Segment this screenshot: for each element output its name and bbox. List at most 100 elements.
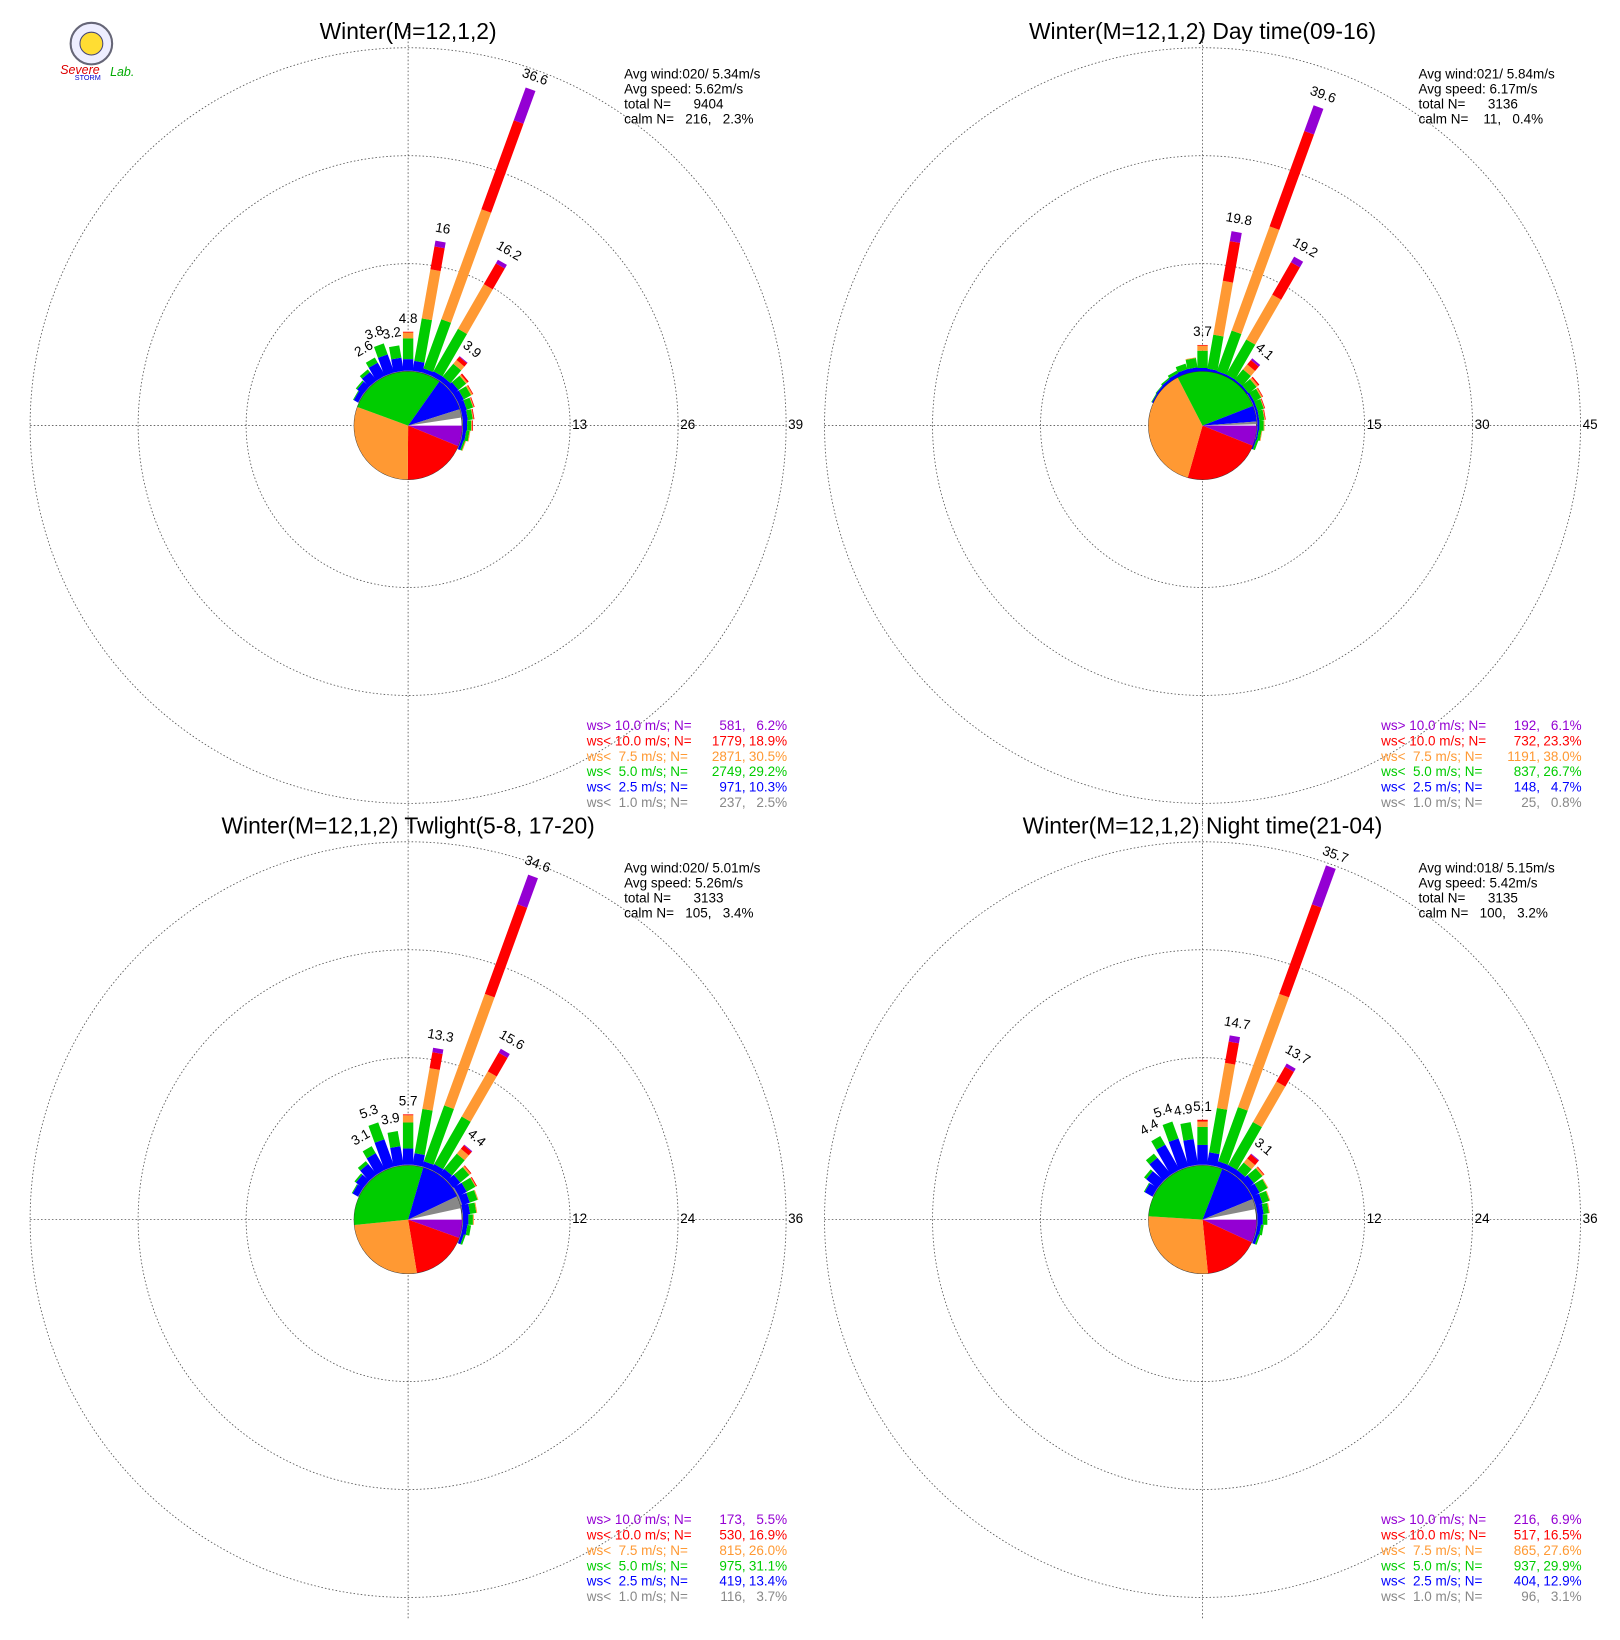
bar-segment xyxy=(390,1146,404,1167)
panel-title: Winter(M=12,1,2) Night time(21-04) xyxy=(1023,812,1383,838)
bar-segment xyxy=(414,318,432,363)
bar-segment xyxy=(422,1161,434,1170)
ring-label: 12 xyxy=(572,1211,587,1226)
legend-count: 96, xyxy=(1521,1589,1540,1604)
legend-count: 116, xyxy=(720,1589,745,1604)
bar-segment xyxy=(446,382,459,395)
legend-name: ws> 10.0 m/s; N= xyxy=(586,1512,692,1527)
bar-segment xyxy=(377,354,395,376)
bar-segment xyxy=(1304,105,1324,135)
bar-segment xyxy=(1206,368,1218,374)
bar-segment xyxy=(453,390,464,403)
legend-name: ws> 10.0 m/s; N= xyxy=(1380,1512,1486,1527)
bar-segment xyxy=(1209,1107,1228,1155)
bar-segment xyxy=(481,120,524,213)
bar-segment xyxy=(1246,294,1282,345)
bar-segment xyxy=(355,1174,370,1189)
bar-segment xyxy=(1233,1174,1242,1182)
bar-segment xyxy=(1206,1152,1220,1167)
bar-segment xyxy=(368,1122,385,1143)
legend-percent: 29.2% xyxy=(749,764,787,779)
bar-segment xyxy=(1251,439,1257,450)
legend-name: ws< 7.5 m/s; N= xyxy=(1380,1543,1482,1558)
bar-segment xyxy=(1259,1191,1270,1204)
legend-count: 581, xyxy=(719,718,745,733)
bar-segment xyxy=(461,1203,471,1216)
legend-name: ws< 10.0 m/s; N= xyxy=(1380,1528,1486,1543)
bar-segment xyxy=(1254,1234,1261,1245)
legend-count: 517, xyxy=(1514,1528,1540,1543)
bar-segment xyxy=(1252,1193,1263,1206)
bar-segment xyxy=(1175,363,1188,373)
bar-segment xyxy=(1257,1214,1263,1225)
bar-segment xyxy=(483,263,505,290)
bar-segment xyxy=(402,1115,414,1123)
legend-count: 732, xyxy=(1514,734,1540,749)
bar-segment xyxy=(1240,1180,1248,1189)
bar-segment xyxy=(1261,1202,1270,1215)
legend-percent: 2.5% xyxy=(756,795,787,810)
bar-label: 15.6 xyxy=(497,1027,527,1053)
panel-title: Winter(M=12,1,2) xyxy=(320,18,497,44)
bar-label: 3.9 xyxy=(460,337,484,361)
bar-segment xyxy=(470,397,475,408)
ring xyxy=(932,949,1473,1490)
bar-segment xyxy=(459,374,468,384)
bar-segment xyxy=(352,1184,364,1197)
bar-segment xyxy=(461,1177,476,1192)
pie-slice xyxy=(354,406,409,480)
bar-segment xyxy=(412,1153,425,1167)
bar-segment xyxy=(360,1163,377,1181)
legend-name: ws< 1.0 m/s; N= xyxy=(1380,1589,1482,1604)
pie-slice xyxy=(1202,1219,1257,1243)
bar-segment xyxy=(456,356,468,367)
legend-count: 865, xyxy=(1514,1543,1540,1558)
bar-segment xyxy=(391,357,404,373)
bar-label: 5.1 xyxy=(1193,1099,1212,1114)
ring xyxy=(824,841,1581,1598)
bar-segment xyxy=(457,1195,463,1207)
bar-segment xyxy=(423,1105,454,1165)
bar-segment xyxy=(464,1165,472,1174)
pie-slice xyxy=(408,1196,461,1220)
bar-label: 16 xyxy=(434,220,451,237)
bar-segment xyxy=(463,1214,469,1225)
bar-segment xyxy=(1146,1171,1164,1189)
bar-segment xyxy=(453,1182,467,1197)
bar-segment xyxy=(1145,1153,1158,1165)
bar-segment xyxy=(461,1224,468,1236)
bar-segment xyxy=(1237,1162,1252,1177)
bar-segment xyxy=(463,397,474,410)
bar-segment xyxy=(1197,345,1208,351)
ring-label: 39 xyxy=(788,417,803,432)
bar-segment xyxy=(1262,1214,1268,1225)
legend-count: 237, xyxy=(719,795,745,810)
bar-segment xyxy=(1252,439,1259,451)
legend-percent: 12.9% xyxy=(1543,1574,1581,1589)
legend-percent: 0.8% xyxy=(1551,795,1582,810)
bar-segment xyxy=(439,376,451,387)
bar-segment xyxy=(354,1173,363,1183)
pie-slice xyxy=(1187,425,1253,480)
bar-segment xyxy=(1228,1121,1262,1171)
ring-label: 24 xyxy=(1475,1211,1491,1226)
logo-text: Severe xyxy=(60,63,99,77)
bar-segment xyxy=(1256,430,1262,441)
bar-segment xyxy=(468,1202,477,1214)
legend-percent: 6.1% xyxy=(1551,718,1582,733)
wind-rose: 13 26 39 Winter(M=12,1,2) Avg wind:020/ 5.34… xyxy=(29,18,803,825)
stat-line: total N= 3135 xyxy=(1419,890,1518,905)
stat-line: Avg speed: 6.17m/s xyxy=(1419,81,1538,96)
legend-name: ws< 2.5 m/s; N= xyxy=(1380,1574,1482,1589)
bar-segment xyxy=(1252,1233,1259,1245)
bar-segment xyxy=(474,1202,478,1213)
bar-segment xyxy=(1279,904,1322,998)
bar-segment xyxy=(1243,1158,1256,1170)
bar-segment xyxy=(1228,1035,1241,1044)
bar-segment xyxy=(423,319,452,372)
stat-line: total N= 3136 xyxy=(1419,96,1518,111)
ring xyxy=(29,841,787,1598)
stat-line: total N= 3133 xyxy=(624,890,723,905)
wind-rose: 12 24 36 Winter(M=12,1,2) Night time(21-04)… xyxy=(824,812,1598,1619)
